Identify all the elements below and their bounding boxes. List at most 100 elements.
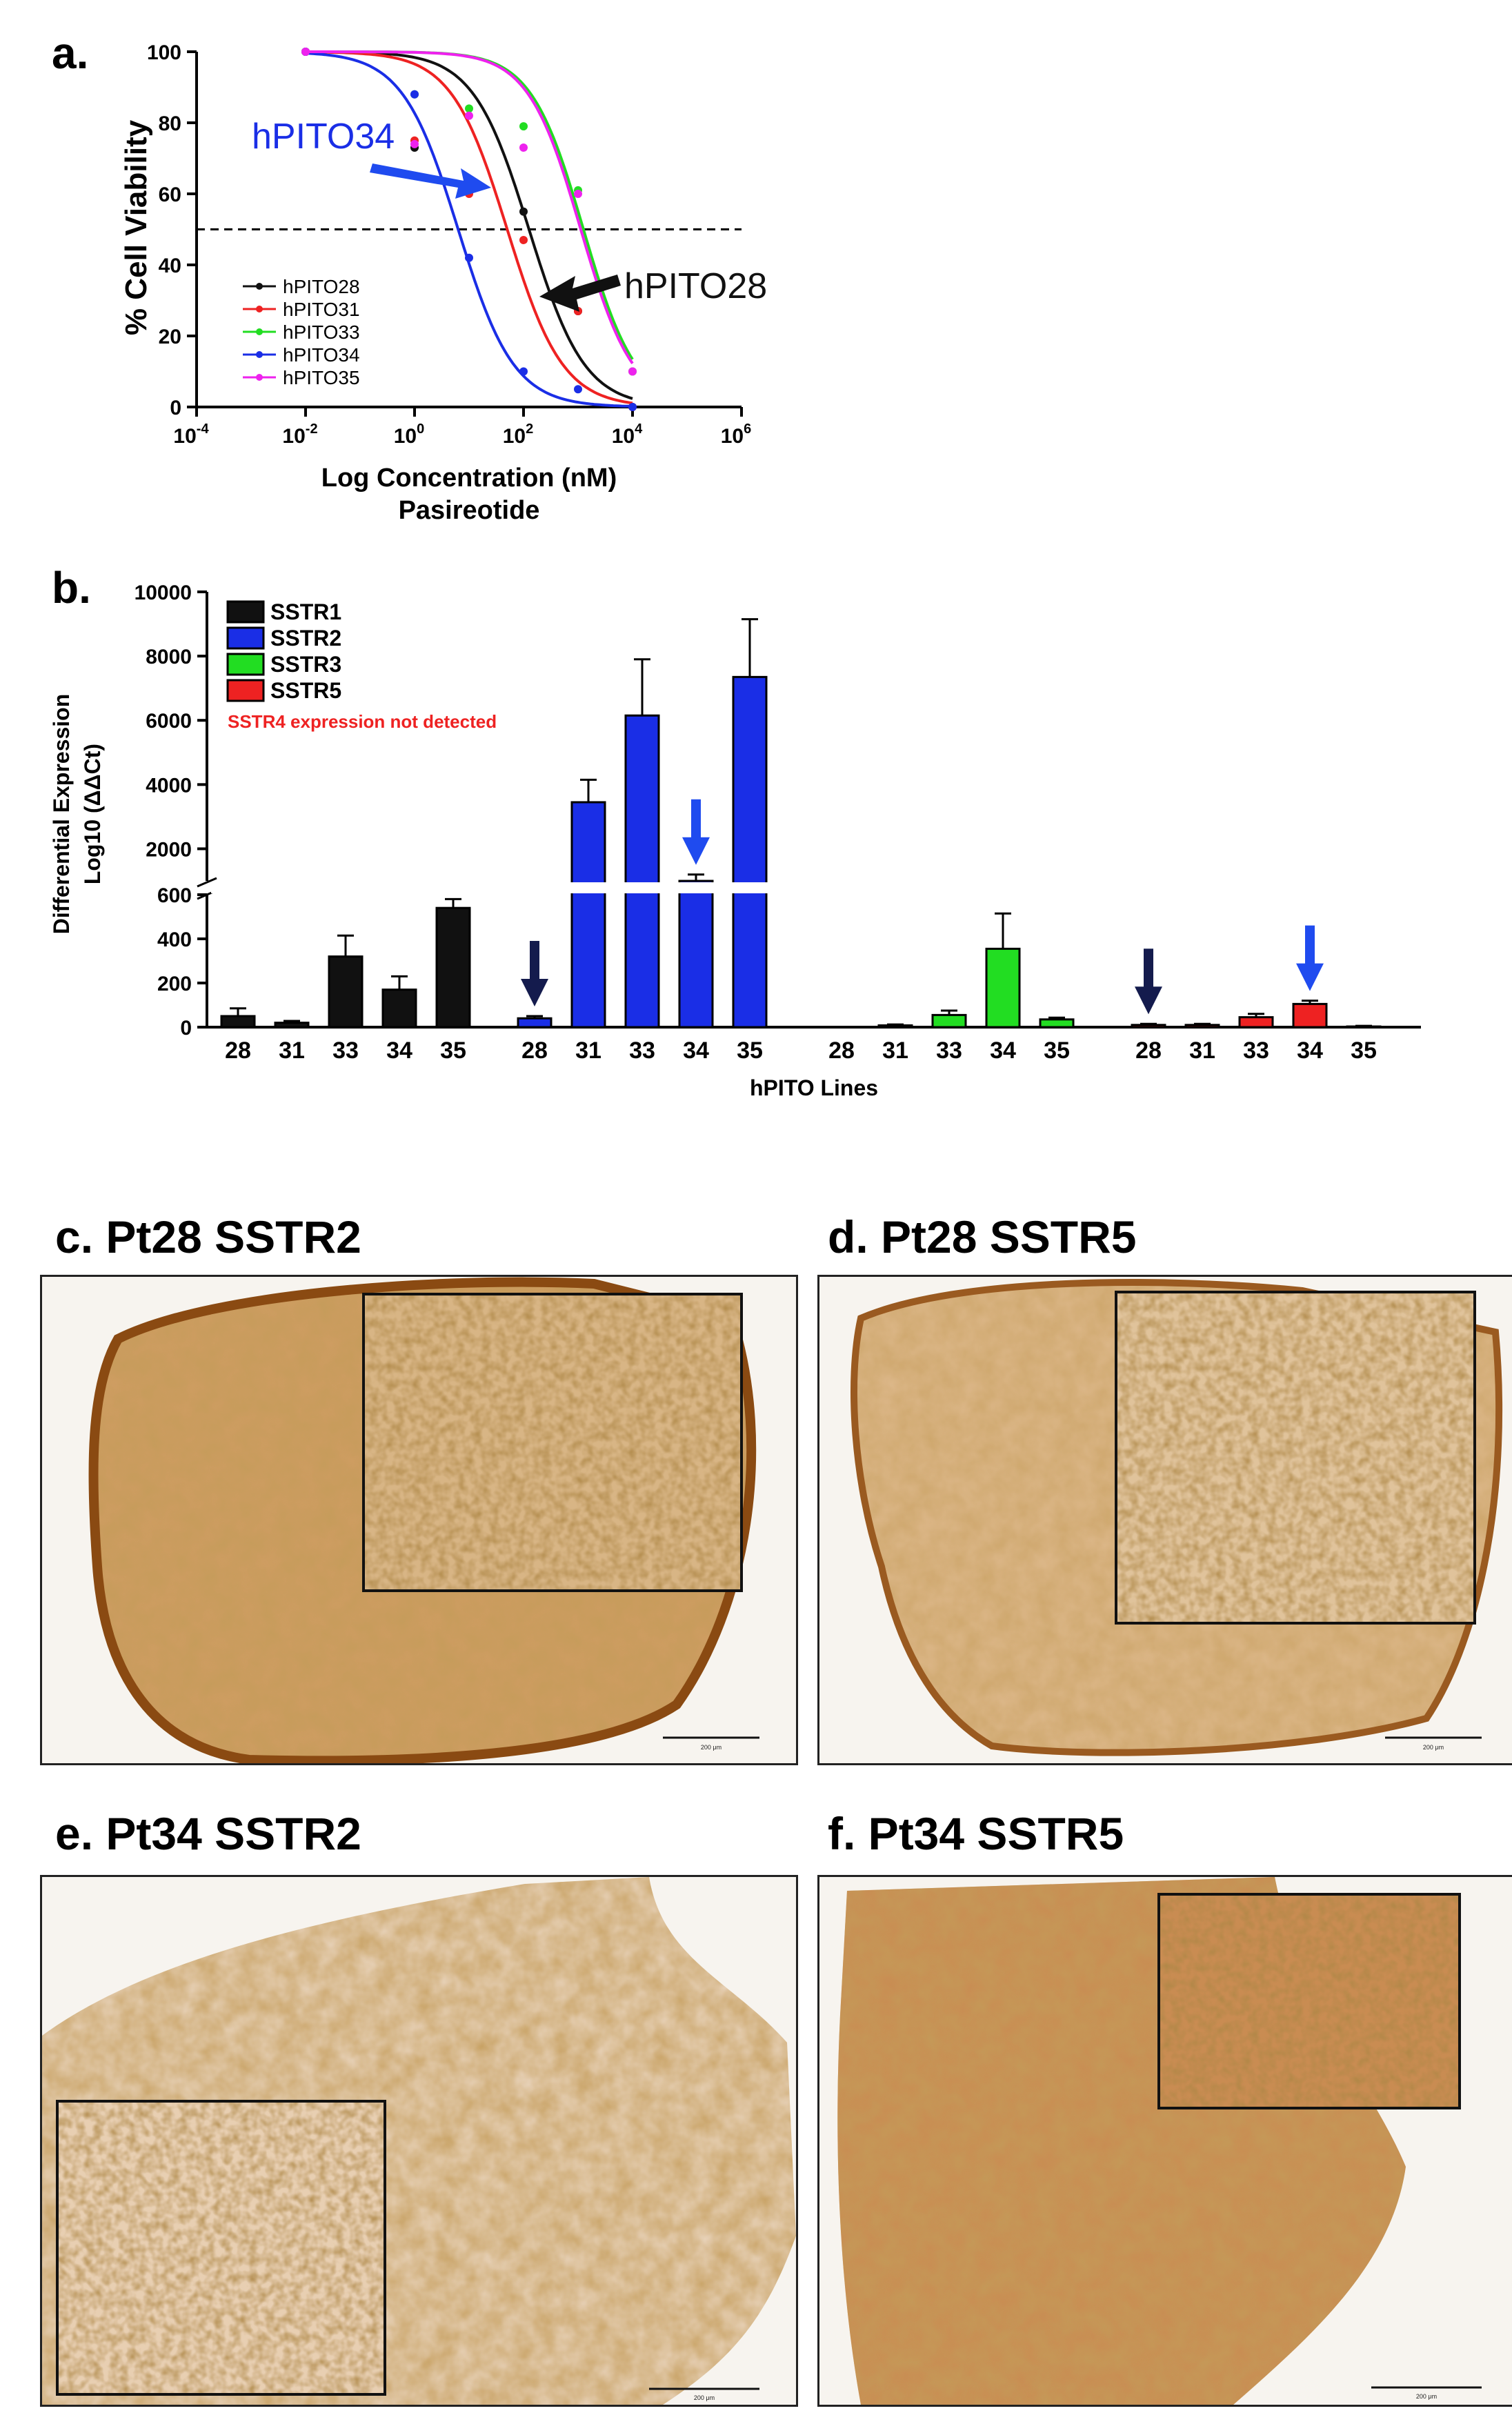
- bar-SSTR2-28: [517, 1017, 553, 1029]
- x-tick-label: 31: [279, 1037, 305, 1064]
- panel-e-title: e. Pt34 SSTR2: [55, 1807, 361, 1860]
- bar-SSTR5-31: [1184, 1024, 1220, 1029]
- panel-label-c: c.: [55, 1211, 94, 1262]
- y-tick-label: 0: [170, 397, 181, 419]
- arrow-SSTR2-34: [682, 799, 710, 865]
- x-tick-label: 35: [1351, 1037, 1377, 1064]
- y-tick-label: 6000: [146, 710, 192, 733]
- panel-c-name: Pt28 SSTR2: [106, 1211, 361, 1262]
- point-hPITO33: [465, 104, 473, 113]
- bar-SSTR5-33: [1238, 1016, 1274, 1029]
- panel-label-d: d.: [828, 1211, 868, 1262]
- panel-f-title: f. Pt34 SSTR5: [828, 1807, 1124, 1860]
- x-tick-label: 33: [1243, 1037, 1269, 1064]
- curve-hPITO35: [306, 50, 634, 365]
- curve-hPITO31: [306, 50, 633, 405]
- point-hPITO35: [574, 190, 582, 198]
- histology-image-d: 200 μm: [817, 1275, 1512, 1765]
- x-tick-label: 35: [440, 1037, 466, 1064]
- expression-bar-chart: 0 200 400 600 2000 4000 6000 8000 10000 28 31 33 34 3…: [49, 582, 1425, 1100]
- bar-SSTR1-33: [328, 955, 364, 1029]
- point-hPITO31: [519, 235, 528, 244]
- point-hPITO34: [628, 403, 637, 411]
- x-tick-label: 10-4: [173, 421, 209, 448]
- y-tick-label: 8000: [146, 646, 192, 668]
- scalebar-label-c: 200 μm: [701, 1744, 722, 1751]
- x-tick-label: 31: [575, 1037, 601, 1064]
- x-tick-label: 102: [503, 421, 534, 448]
- point-hPITO28: [519, 207, 528, 216]
- sstr4-note: SSTR4 expression not detected: [228, 711, 497, 732]
- legend-label-hPITO31: hPITO31: [283, 299, 360, 320]
- panel-e-name: Pt34 SSTR2: [106, 1808, 361, 1859]
- legend-label-hPITO35: hPITO35: [283, 367, 360, 388]
- legend-swatch-SSTR5: [226, 679, 265, 702]
- legend-swatch-SSTR1: [226, 600, 265, 624]
- legend-swatch-SSTR2: [226, 626, 265, 650]
- legend-marker-hPITO33: [256, 328, 263, 335]
- bar-SSTR3-31: [877, 1024, 913, 1029]
- bar-SSTR3-33: [931, 1013, 967, 1029]
- legend-label-hPITO33: hPITO33: [283, 321, 360, 343]
- panel-label-b: b.: [52, 563, 91, 613]
- y-tick-label: 100: [147, 41, 181, 64]
- x-tick-label: 33: [332, 1037, 359, 1064]
- bar-SSTR2-34: [678, 880, 714, 1029]
- legend-label-hPITO34: hPITO34: [283, 344, 360, 366]
- point-hPITO35: [465, 111, 473, 120]
- y-tick-label: 20: [159, 326, 181, 348]
- histology-image-e: 200 μm: [40, 1875, 798, 2407]
- legend-marker-hPITO35: [256, 374, 263, 381]
- y-tick-label: 600: [157, 884, 192, 907]
- x-axis-subtitle: Pasireotide: [399, 496, 540, 525]
- point-hPITO34: [519, 367, 528, 376]
- x-axis-title: hPITO Lines: [750, 1075, 878, 1100]
- y-tick-label: 0: [180, 1017, 192, 1040]
- y-tick-label: 4000: [146, 774, 192, 797]
- bar-SSTR1-35: [435, 906, 471, 1029]
- panel-d-title: d. Pt28 SSTR5: [828, 1211, 1136, 1263]
- legend-marker-hPITO31: [256, 306, 263, 312]
- x-tick-label: 106: [721, 421, 752, 448]
- point-hPITO34: [410, 90, 419, 99]
- point-hPITO35: [519, 143, 528, 152]
- legend-marker-hPITO28: [256, 283, 263, 290]
- legend-swatch-SSTR3: [226, 653, 265, 676]
- legend-label-hPITO28: hPITO28: [283, 276, 360, 297]
- y-tick-label: 400: [157, 928, 192, 951]
- histology-image-f: 200 μm: [817, 1875, 1512, 2407]
- scalebar-label-f: 200 μm: [1416, 2393, 1437, 2400]
- axis-break-gap: [211, 882, 1425, 893]
- legend-label-SSTR3: SSTR3: [270, 652, 341, 677]
- x-tick-label: 104: [612, 421, 643, 448]
- arrow-SSTR5-34: [1296, 925, 1324, 991]
- annotation-hpito34: hPITO34: [252, 117, 395, 157]
- y-axis-subtitle: Log10 (ΔΔCt): [80, 744, 105, 884]
- x-tick-label: 28: [828, 1037, 855, 1064]
- bar-SSTR3-34: [985, 947, 1021, 1029]
- panel-f-name: Pt34 SSTR5: [868, 1808, 1124, 1859]
- legend-label-SSTR2: SSTR2: [270, 626, 341, 651]
- y-tick-label: 60: [159, 183, 181, 206]
- point-hPITO35: [628, 367, 637, 376]
- x-tick-label: 34: [386, 1037, 412, 1064]
- bar-SSTR5-34: [1292, 1002, 1328, 1029]
- arrow-SSTR5-28: [1135, 949, 1162, 1015]
- curve-hPITO34: [305, 52, 633, 408]
- annotation-arrow-hpito34: [370, 163, 491, 199]
- point-hPITO34: [574, 385, 582, 394]
- x-tick-label: 31: [882, 1037, 908, 1064]
- legend-label-SSTR5: SSTR5: [270, 678, 341, 703]
- bar-SSTR1-31: [274, 1022, 310, 1029]
- point-hPITO33: [519, 122, 528, 131]
- legend-label-SSTR1: SSTR1: [270, 599, 341, 624]
- scalebar-label-d: 200 μm: [1423, 1744, 1444, 1751]
- x-tick-label: 33: [629, 1037, 655, 1064]
- panel-c-title: c. Pt28 SSTR2: [55, 1211, 361, 1263]
- bar-SSTR5-28: [1131, 1024, 1166, 1029]
- point-hPITO35: [301, 48, 310, 56]
- bar-SSTR1-28: [220, 1015, 256, 1029]
- x-tick-label: 100: [394, 421, 425, 448]
- x-tick-label: 34: [1297, 1037, 1323, 1064]
